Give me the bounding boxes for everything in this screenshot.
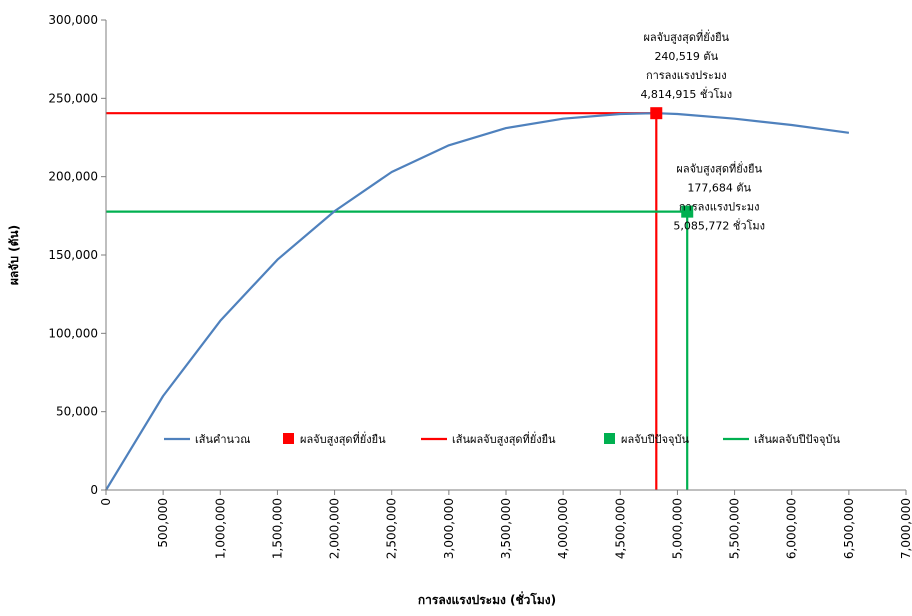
x-tick-label: 3,500,000: [499, 498, 513, 559]
annotation-line: 240,519 ตัน: [654, 50, 718, 63]
y-tick-label: 200,000: [48, 170, 98, 184]
annotation-line: ผลจับสูงสุดที่ยั่งยืน: [676, 161, 762, 176]
x-tick-label: 4,000,000: [556, 498, 570, 559]
y-tick-label: 150,000: [48, 248, 98, 262]
annotation-line: การลงแรงประมง: [646, 69, 727, 82]
y-axis-ticks: 0 50,000 100,000 150,000 200,000 250,000 300,0…: [48, 13, 106, 497]
x-tick-label: 2,500,000: [385, 498, 399, 559]
annotation-line: 4,814,915 ชั่วโมง: [640, 86, 732, 101]
legend-label: ผลจับสูงสุดที่ยั่งยืน: [300, 431, 386, 446]
curve-line: [105, 112, 850, 491]
guide-line-4: [106, 210, 689, 490]
annotation-line: การลงแรงประมง: [679, 201, 760, 214]
data-points: [650, 107, 694, 218]
legend-label: เส้นผลจับสูงสุดที่ยั่งยืน: [452, 431, 556, 446]
axes: [105, 20, 906, 491]
x-axis-title: การลงแรงประมง (ชั่วโมง): [418, 591, 556, 607]
y-tick-label: 250,000: [48, 91, 98, 105]
legend-label: เส้นคำนวณ: [195, 433, 250, 446]
x-tick-label: 3,000,000: [442, 498, 456, 559]
y-tick-label: 100,000: [48, 326, 98, 340]
x-tick-label: 2,000,000: [328, 498, 342, 559]
point-marker-1: [650, 107, 663, 120]
x-tick-label: 6,000,000: [785, 498, 799, 559]
point-marker-3: [681, 205, 694, 218]
calculated-curve: [105, 112, 850, 491]
annotation-line: 177,684 ตัน: [687, 182, 751, 195]
y-tick-label: 0: [90, 483, 98, 497]
annotation-line: ผลจับสูงสุดที่ยั่งยืน: [643, 29, 729, 44]
legend-swatch: [283, 433, 294, 444]
x-axis-ticks: 0 500,000 1,000,000 1,500,000 2,000,000 2,500…: [99, 490, 912, 559]
y-axis-title: ผลจับ (ตัน): [7, 225, 21, 285]
x-tick-label: 5,000,000: [670, 498, 684, 559]
legend-swatch: [604, 433, 615, 444]
x-tick-label: 0: [99, 498, 113, 506]
x-tick-label: 5,500,000: [728, 498, 742, 559]
annotations: ผลจับสูงสุดที่ยั่งยืน 240,519 ตันการลงแรง…: [640, 29, 765, 232]
annotation-line: 5,085,772 ชั่วโมง: [673, 218, 765, 233]
x-tick-label: 500,000: [156, 498, 170, 548]
x-tick-label: 7,000,000: [899, 498, 912, 559]
x-tick-label: 1,000,000: [213, 498, 227, 559]
legend-label: ผลจับปีปัจจุบัน: [621, 433, 689, 446]
legend: เส้นคำนวณ ผลจับสูงสุดที่ยั่งยืน เส้นผลจับส…: [164, 431, 840, 446]
y-tick-label: 50,000: [56, 405, 98, 419]
y-tick-label: 300,000: [48, 13, 98, 27]
legend-label: เส้นผลจับปีปัจจุบัน: [754, 433, 840, 446]
x-tick-label: 4,500,000: [613, 498, 627, 559]
x-tick-label: 1,500,000: [270, 498, 284, 559]
x-tick-label: 6,500,000: [842, 498, 856, 559]
